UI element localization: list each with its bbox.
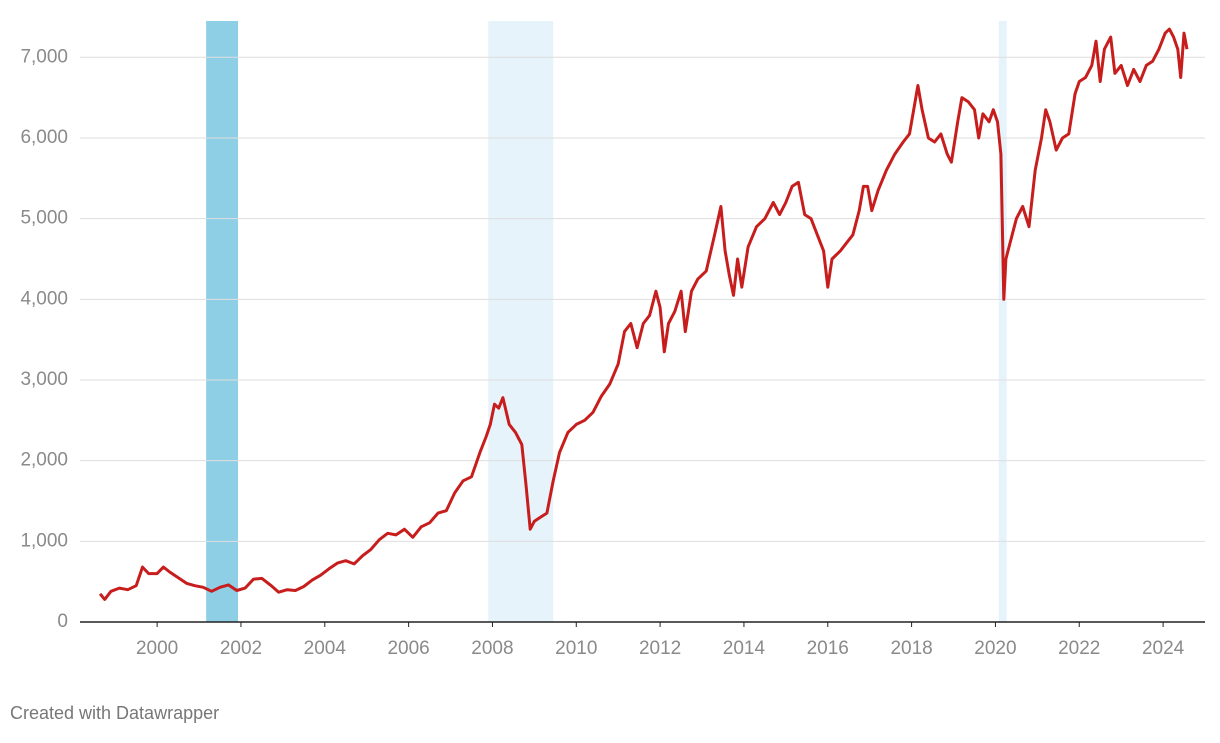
x-tick-label: 2012 — [639, 638, 681, 659]
y-tick-label: 1,000 — [20, 530, 68, 551]
x-tick-label: 2016 — [807, 638, 849, 659]
y-tick-label: 0 — [57, 611, 68, 632]
shaded-range — [206, 21, 239, 622]
x-tick-label: 2004 — [304, 638, 347, 659]
x-tick-label: 2000 — [136, 638, 178, 659]
y-tick-label: 2,000 — [20, 450, 68, 471]
shaded-range — [998, 21, 1007, 622]
x-tick-label: 2020 — [974, 638, 1016, 659]
footer: Created with Datawrapper — [10, 703, 219, 723]
line — [98, 27, 1189, 601]
x-tick-label: 2014 — [723, 638, 766, 659]
x-tick-label: 2006 — [387, 638, 429, 659]
x-tick-label: 2002 — [220, 638, 262, 659]
x-tick-label: 2010 — [555, 638, 597, 659]
y-tick-label: 3,000 — [20, 369, 68, 390]
x-tick-label: 2022 — [1058, 638, 1100, 659]
x-tick-label: 2018 — [890, 638, 932, 659]
y-tick-label: 4,000 — [20, 288, 68, 309]
x-tick-label: 2008 — [471, 638, 513, 659]
y-tick-label: 6,000 — [20, 127, 68, 148]
shaded-range — [488, 21, 554, 622]
y-tick-label: 5,000 — [20, 208, 68, 229]
y-tick-label: 7,000 — [20, 46, 68, 67]
x-tick-label: 2024 — [1142, 638, 1185, 659]
